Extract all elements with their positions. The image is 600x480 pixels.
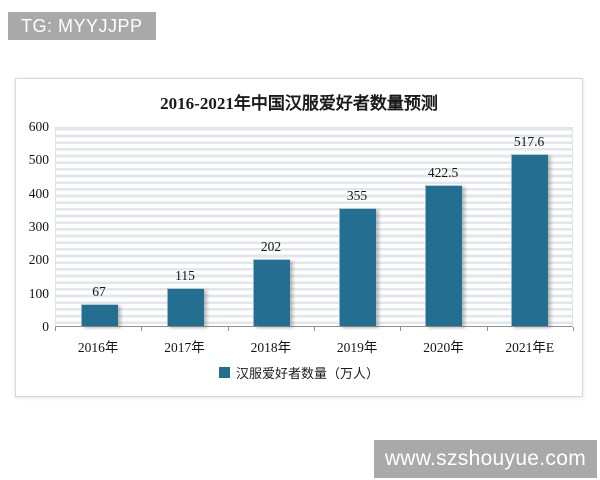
- legend-label: 汉服爱好者数量（万人）: [235, 366, 379, 381]
- y-axis-tick-label: 200: [28, 252, 49, 268]
- website-watermark-badge: www.szshouyue.com: [373, 440, 597, 478]
- x-axis-label: 2020年: [423, 340, 464, 355]
- bar-column: 202: [252, 128, 290, 326]
- bar-value-label: 422.5: [427, 165, 459, 181]
- chart-title: 2016-2021年中国汉服爱好者数量预测: [160, 94, 438, 113]
- x-axis-label: 2019年: [336, 340, 378, 355]
- x-axis-labels: 2016年 2017年 2018年 2019年 2020年 2021年E: [55, 336, 573, 356]
- bar-value-label: 355: [346, 187, 368, 203]
- x-axis-label: 2016年: [77, 340, 119, 355]
- bar: [252, 258, 290, 326]
- x-axis-tick: [227, 327, 229, 331]
- y-axis-tick-label: 300: [28, 219, 49, 234]
- x-axis-tick: [400, 327, 402, 331]
- y-axis-tick-label: 100: [28, 285, 49, 301]
- x-axis-tick: [573, 327, 574, 331]
- bar: [424, 185, 462, 326]
- x-axis-tick: [141, 327, 143, 331]
- x-axis-label: 2017年: [164, 340, 205, 355]
- y-axis-tick-label: 400: [28, 185, 49, 201]
- y-axis-tick-label: 600: [28, 119, 49, 134]
- y-axis-tick-label: 500: [28, 152, 49, 168]
- bars-row: 67 115 202 355 422.5 517.6: [56, 128, 572, 326]
- bar-value-label: 67: [92, 283, 106, 299]
- legend: 汉服爱好者数量（万人）: [16, 363, 582, 382]
- bar-value-label: 202: [260, 238, 282, 254]
- x-axis-tick: [55, 327, 56, 331]
- bar-column: 517.6: [510, 128, 548, 326]
- x-axis-label: 2021年E: [505, 340, 555, 355]
- bar-column: 355: [338, 128, 376, 326]
- bar: [166, 287, 204, 326]
- bar: [510, 153, 548, 326]
- telegram-watermark-badge: TG: MYYJJPP: [8, 12, 156, 40]
- y-axis-tick-label: 0: [42, 319, 49, 334]
- legend-swatch-icon: [218, 367, 230, 378]
- bar-value-label: 115: [175, 267, 195, 283]
- x-axis-label: 2018年: [250, 340, 292, 355]
- x-axis-tick: [314, 327, 315, 331]
- x-axis-tick: [486, 327, 488, 331]
- bar: [338, 207, 376, 326]
- bar-column: 422.5: [424, 128, 462, 326]
- bar: [80, 303, 118, 326]
- plot-area: 67 115 202 355 422.5 517.6: [55, 127, 573, 327]
- bar-column: 115: [166, 128, 204, 326]
- chart-card: 2016-2021年中国汉服爱好者数量预测 0 100 200 300 400 500 60…: [15, 78, 583, 397]
- bar-value-label: 517.6: [513, 133, 545, 149]
- bar-column: 67: [80, 128, 118, 326]
